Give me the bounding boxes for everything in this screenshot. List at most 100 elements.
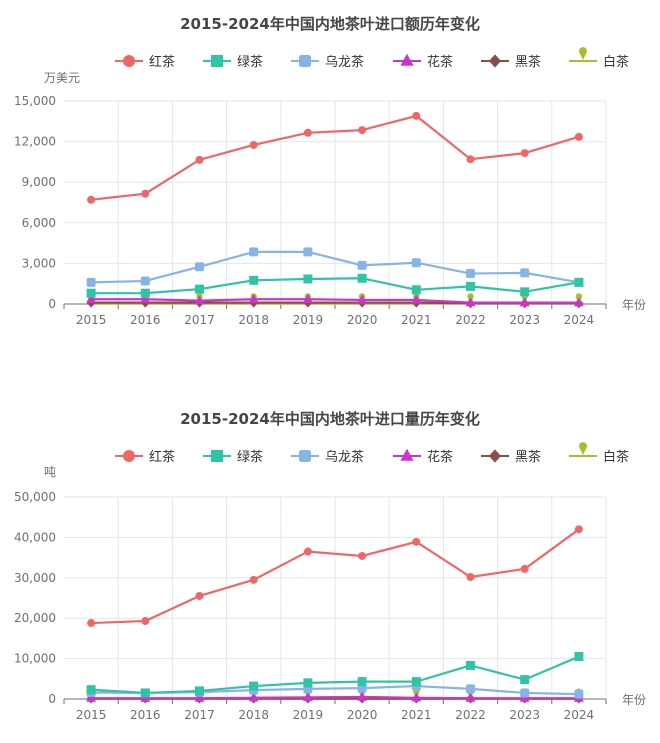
data-point xyxy=(248,293,259,303)
legend-label: 黑茶 xyxy=(515,449,541,465)
legend-label: 乌龙茶 xyxy=(325,449,364,465)
x-tick-label: 2019 xyxy=(293,313,324,327)
data-point xyxy=(466,684,475,694)
legend-marker-icon xyxy=(123,450,135,462)
legend-label: 花茶 xyxy=(427,449,453,465)
data-point xyxy=(520,287,530,297)
legend-item[interactable]: 绿茶 xyxy=(203,449,263,465)
data-point xyxy=(303,128,312,137)
y-tick-label: 3,000 xyxy=(22,256,56,270)
data-point xyxy=(357,273,367,283)
data-point xyxy=(520,564,529,573)
y-tick-label: 10,000 xyxy=(14,652,56,666)
legend-marker-icon xyxy=(123,55,135,67)
x-tick-label: 2018 xyxy=(238,708,269,722)
data-point xyxy=(140,688,150,698)
x-tick-label: 2023 xyxy=(509,708,540,722)
legend-label: 白茶 xyxy=(603,54,629,70)
series-line xyxy=(90,114,580,201)
data-point xyxy=(574,277,584,287)
data-point xyxy=(86,692,97,702)
data-point xyxy=(195,686,204,696)
y-axis-label: 吨 xyxy=(44,465,56,479)
legend-marker-icon xyxy=(299,450,311,462)
legend-item[interactable]: 花茶 xyxy=(393,53,453,70)
data-point xyxy=(357,294,368,304)
data-point xyxy=(303,678,313,688)
series-line xyxy=(91,277,580,295)
legend-marker-icon xyxy=(579,47,587,60)
data-point xyxy=(86,288,96,298)
data-point xyxy=(195,262,204,272)
series-1 xyxy=(87,111,583,204)
y-tick-label: 30,000 xyxy=(14,571,56,585)
data-point xyxy=(520,149,529,158)
data-point xyxy=(248,692,259,702)
x-tick-label: 2017 xyxy=(184,313,215,327)
data-point xyxy=(411,677,421,687)
x-axis-label: 年份 xyxy=(622,298,646,312)
series-line xyxy=(91,250,580,284)
data-point xyxy=(574,132,583,141)
x-tick-label: 2016 xyxy=(130,708,161,722)
series-2 xyxy=(86,273,584,298)
legend-item[interactable]: 绿茶 xyxy=(203,54,263,70)
data-point xyxy=(412,537,421,546)
y-tick-label: 20,000 xyxy=(14,611,56,625)
legend-item[interactable]: 乌龙茶 xyxy=(291,54,364,70)
legend-item[interactable]: 黑茶 xyxy=(481,449,541,465)
y-tick-label: 6,000 xyxy=(22,216,56,230)
y-tick-label: 0 xyxy=(48,297,56,311)
legend-item[interactable]: 红茶 xyxy=(115,54,175,70)
data-point xyxy=(411,692,422,702)
legend-item[interactable]: 白茶 xyxy=(569,442,629,465)
y-tick-label: 40,000 xyxy=(14,530,56,544)
data-point xyxy=(86,277,96,287)
y-tick-label: 9,000 xyxy=(22,175,56,189)
y-tick-label: 15,000 xyxy=(14,94,56,108)
data-point xyxy=(303,547,312,556)
data-point xyxy=(520,675,530,685)
data-point xyxy=(194,692,205,702)
data-point xyxy=(466,155,475,164)
legend-label: 绿茶 xyxy=(237,54,263,70)
data-point xyxy=(466,660,475,670)
data-point xyxy=(303,274,313,284)
legend-item[interactable]: 黑茶 xyxy=(481,54,541,70)
series-line xyxy=(91,655,580,695)
data-point xyxy=(357,260,367,270)
data-point xyxy=(140,293,151,303)
data-point xyxy=(249,575,258,584)
x-tick-label: 2019 xyxy=(293,708,324,722)
series-2 xyxy=(86,652,584,698)
data-point xyxy=(358,551,367,560)
data-point xyxy=(195,284,204,294)
data-point xyxy=(574,652,584,662)
legend-item[interactable]: 乌龙茶 xyxy=(291,449,364,465)
y-tick-label: 0 xyxy=(48,692,56,706)
series-line xyxy=(91,695,579,700)
data-point xyxy=(141,189,150,198)
series-4 xyxy=(86,293,584,307)
data-point xyxy=(357,677,367,687)
data-point xyxy=(466,269,475,279)
legend-item[interactable]: 红茶 xyxy=(115,449,175,465)
data-point xyxy=(140,276,150,286)
y-tick-label: 50,000 xyxy=(14,490,56,504)
x-tick-label: 2015 xyxy=(76,708,107,722)
x-tick-label: 2016 xyxy=(130,313,161,327)
x-tick-label: 2021 xyxy=(401,313,432,327)
legend-item[interactable]: 花茶 xyxy=(393,448,453,465)
data-point xyxy=(302,293,313,303)
data-point xyxy=(520,688,530,698)
data-point xyxy=(411,258,421,268)
data-point xyxy=(249,275,259,285)
legend-marker-icon xyxy=(211,55,223,67)
legend-item[interactable]: 白茶 xyxy=(569,47,629,70)
data-point xyxy=(141,617,150,626)
data-point xyxy=(86,685,96,695)
data-point xyxy=(303,247,313,257)
data-point xyxy=(358,126,367,135)
